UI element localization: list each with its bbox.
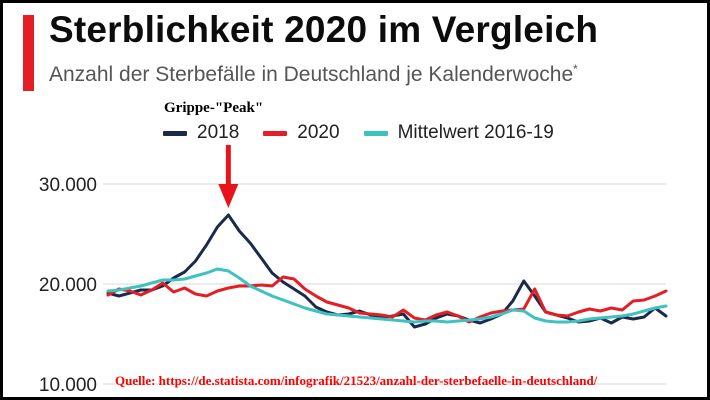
chart-subtitle: Anzahl der Sterbefälle in Deutschland je… xyxy=(49,62,578,87)
peak-arrow xyxy=(218,145,239,208)
series-2 xyxy=(106,267,668,324)
y-tick-label-1: 20.000 xyxy=(39,275,97,296)
y-tick-label-0: 10.000 xyxy=(39,375,97,396)
series-line-1 xyxy=(106,275,668,324)
peak-arrow-head xyxy=(218,184,239,208)
y-tick-label-2: 30.000 xyxy=(39,175,97,196)
legend-item-mittelwert: Mittelwert 2016-19 xyxy=(363,122,554,144)
legend-swatch-2018 xyxy=(163,130,187,136)
subtitle-text: Anzahl der Sterbefälle in Deutschland je… xyxy=(49,63,574,86)
legend-item-2018: 2018 xyxy=(163,122,239,144)
footnote-marker: * xyxy=(573,62,578,76)
series-line-2 xyxy=(106,267,668,324)
y-axis-tick-labels: 10.000 20.000 30.000 xyxy=(39,175,97,396)
grid-lines xyxy=(103,183,666,385)
chart-legend: 2018 2020 Mittelwert 2016-19 xyxy=(163,122,578,144)
series-1 xyxy=(106,275,668,324)
legend-swatch-2020 xyxy=(263,130,288,136)
source-citation: Quelle: https://de.statista.com/infograf… xyxy=(115,373,598,388)
line-chart: 10.000 20.000 30.000 xyxy=(39,145,668,396)
legend-label-2020: 2020 xyxy=(297,122,340,143)
infographic-frame: Sterblichkeit 2020 im Vergleich Anzahl d… xyxy=(3,3,707,397)
legend-swatch-mittelwert xyxy=(363,130,388,136)
accent-bar xyxy=(23,15,34,91)
legend-label-mittelwert: Mittelwert 2016-19 xyxy=(397,122,554,143)
legend-label-2018: 2018 xyxy=(197,122,240,143)
chart-series xyxy=(106,213,668,329)
chart-title: Sterblichkeit 2020 im Vergleich xyxy=(49,9,599,50)
legend-item-2020: 2020 xyxy=(263,122,340,144)
grippe-peak-annotation: Grippe-"Peak" xyxy=(164,100,264,116)
